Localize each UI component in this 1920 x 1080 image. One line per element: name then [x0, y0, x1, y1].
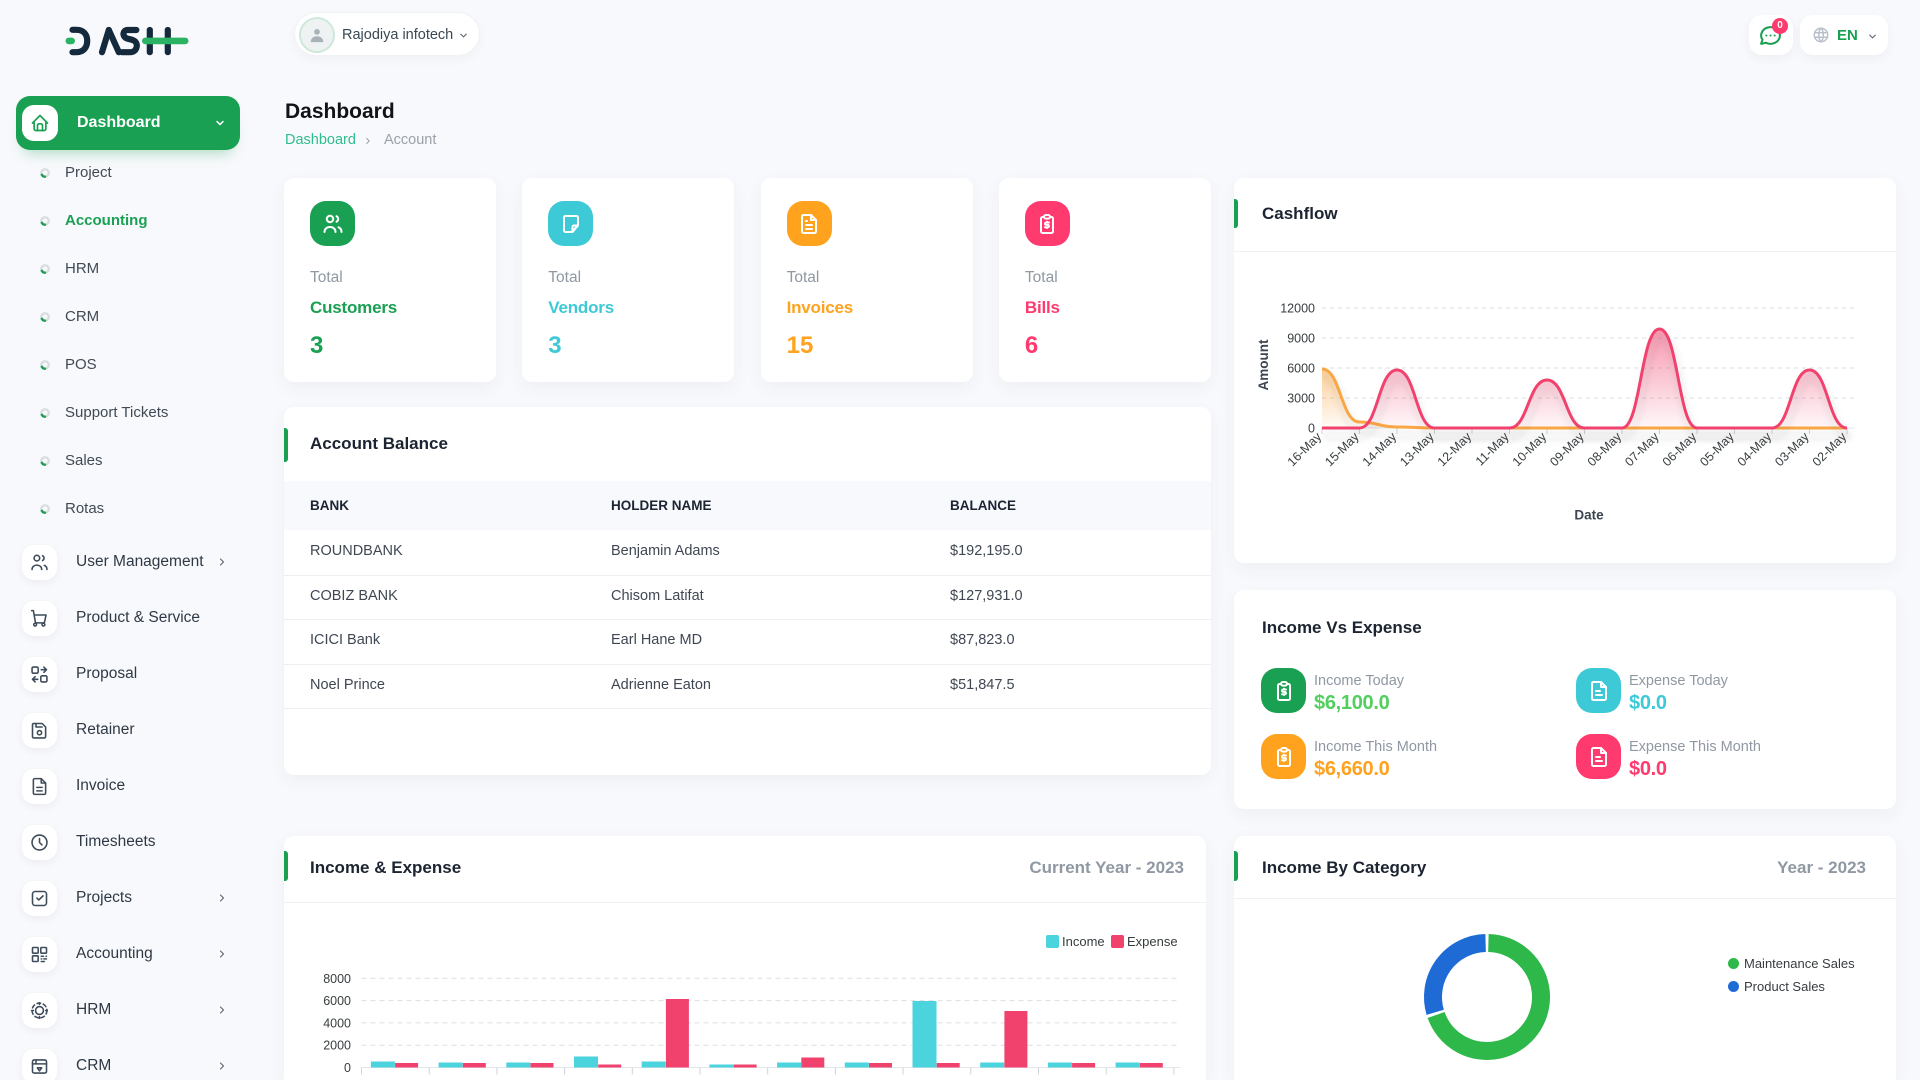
- svg-text:11-May: 11-May: [1473, 429, 1512, 468]
- svg-text:04-May: 04-May: [1735, 429, 1775, 469]
- svg-text:16-May: 16-May: [1285, 429, 1325, 469]
- svg-text:6000: 6000: [1287, 362, 1315, 376]
- svg-text:15-May: 15-May: [1322, 429, 1362, 469]
- svg-text:09-May: 09-May: [1547, 429, 1587, 469]
- svg-text:12-May: 12-May: [1435, 429, 1475, 469]
- svg-text:10-May: 10-May: [1510, 429, 1550, 469]
- svg-text:3000: 3000: [1287, 392, 1315, 406]
- svg-text:8000: 8000: [323, 972, 351, 986]
- svg-text:06-May: 06-May: [1660, 429, 1700, 469]
- svg-text:Amount: Amount: [1256, 339, 1271, 390]
- svg-text:Date: Date: [1574, 508, 1604, 523]
- svg-text:0: 0: [1308, 422, 1315, 436]
- svg-text:14-May: 14-May: [1360, 429, 1400, 469]
- svg-text:02-May: 02-May: [1810, 429, 1850, 469]
- svg-text:0: 0: [344, 1061, 351, 1075]
- svg-text:03-May: 03-May: [1772, 429, 1812, 469]
- svg-text:12000: 12000: [1280, 302, 1315, 316]
- svg-text:2000: 2000: [323, 1039, 351, 1053]
- svg-text:07-May: 07-May: [1622, 429, 1662, 469]
- svg-text:08-May: 08-May: [1585, 429, 1625, 469]
- svg-text:05-May: 05-May: [1697, 429, 1737, 469]
- svg-text:13-May: 13-May: [1397, 429, 1437, 469]
- svg-text:9000: 9000: [1287, 332, 1315, 346]
- svg-text:6000: 6000: [323, 994, 351, 1008]
- svg-text:4000: 4000: [323, 1016, 351, 1030]
